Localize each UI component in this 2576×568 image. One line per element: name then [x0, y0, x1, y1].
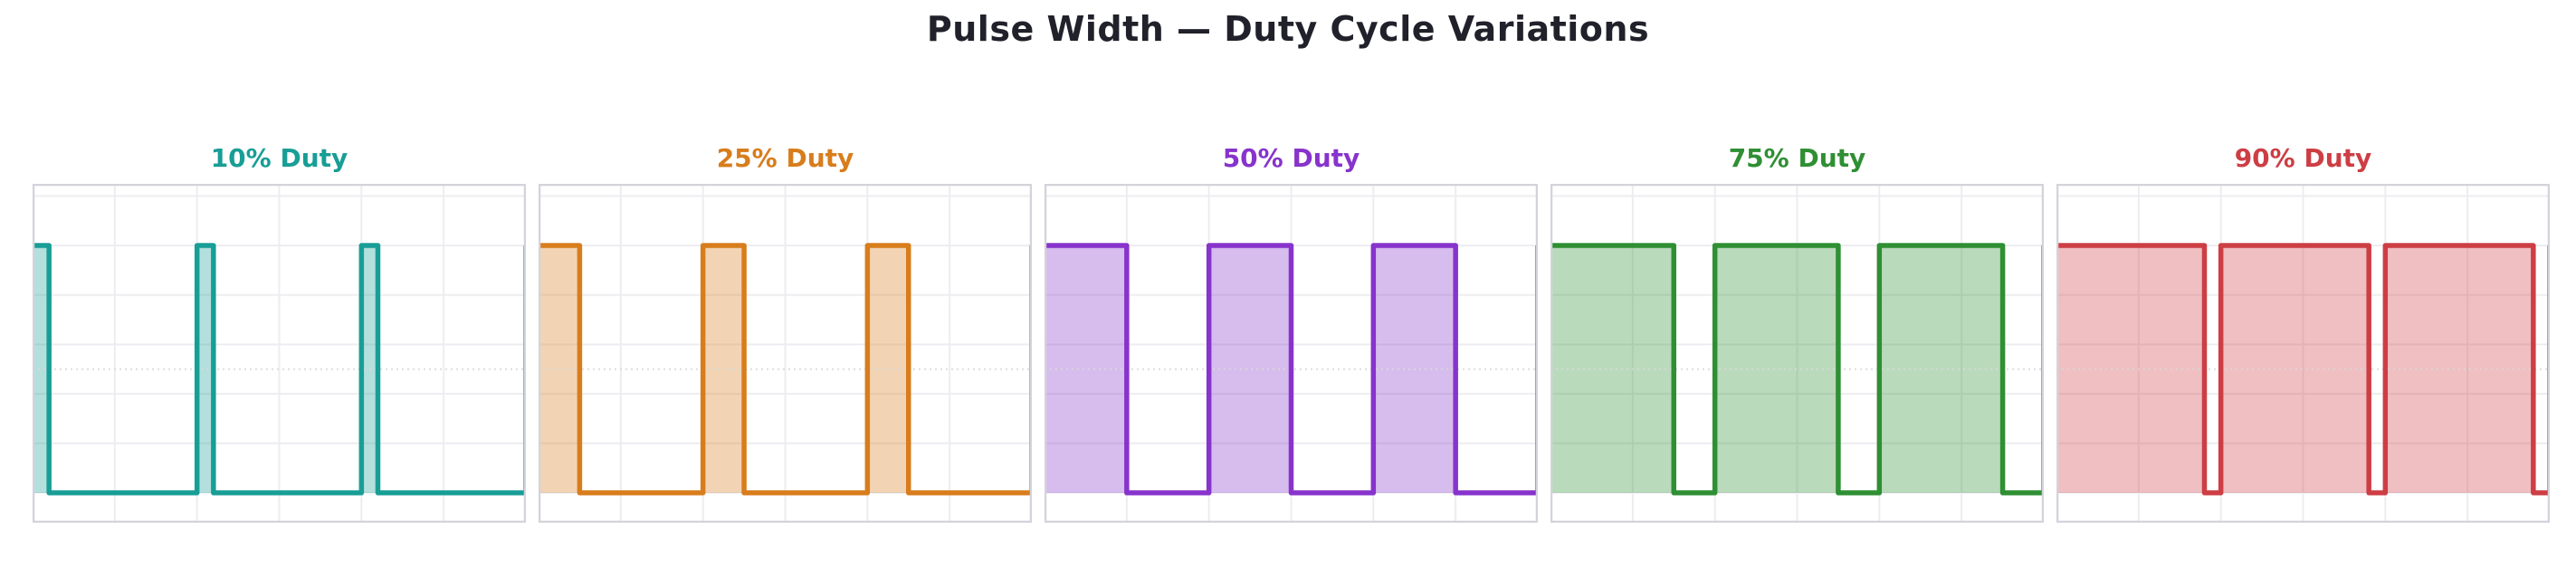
subplot-duty-25: 25% Duty: [539, 143, 1032, 523]
subplot-title: 90% Duty: [2234, 143, 2372, 173]
plot-border: [1550, 184, 2044, 523]
subplot-duty-90: 90% Duty: [2056, 143, 2550, 523]
subplot-title: 10% Duty: [210, 143, 348, 173]
waveform-line: [33, 243, 526, 496]
waveform-svg: [33, 184, 526, 523]
plot-border: [539, 184, 1032, 523]
waveform-svg: [539, 184, 1032, 523]
plot-border: [1045, 184, 1538, 523]
waveform-svg: [2056, 184, 2550, 523]
subplot-title: 25% Duty: [716, 143, 854, 173]
plot-border: [33, 184, 526, 523]
waveform-plot: [2056, 184, 2550, 523]
waveform-line: [2056, 243, 2550, 496]
waveform-fill: [2056, 245, 2550, 493]
waveform-line: [1045, 243, 1538, 496]
plot-border: [2056, 184, 2550, 523]
chart-title: Pulse Width — Duty Cycle Variations: [926, 9, 1650, 49]
waveform-svg: [1550, 184, 2044, 523]
waveform-plot: [1045, 184, 1538, 523]
waveform-line: [1550, 243, 2044, 496]
subplot-title: 50% Duty: [1222, 143, 1360, 173]
subplot-duty-75: 75% Duty: [1550, 143, 2044, 523]
charts-row: 10% Duty 25% Duty 50% Duty 75% Duty 90% …: [33, 143, 2576, 523]
waveform-plot: [33, 184, 526, 523]
subplot-duty-50: 50% Duty: [1045, 143, 1538, 523]
waveform-plot: [539, 184, 1032, 523]
waveform-line: [539, 243, 1032, 496]
subplot-duty-10: 10% Duty: [33, 143, 526, 523]
subplot-title: 75% Duty: [1728, 143, 1866, 173]
waveform-svg: [1045, 184, 1538, 523]
waveform-plot: [1550, 184, 2044, 523]
